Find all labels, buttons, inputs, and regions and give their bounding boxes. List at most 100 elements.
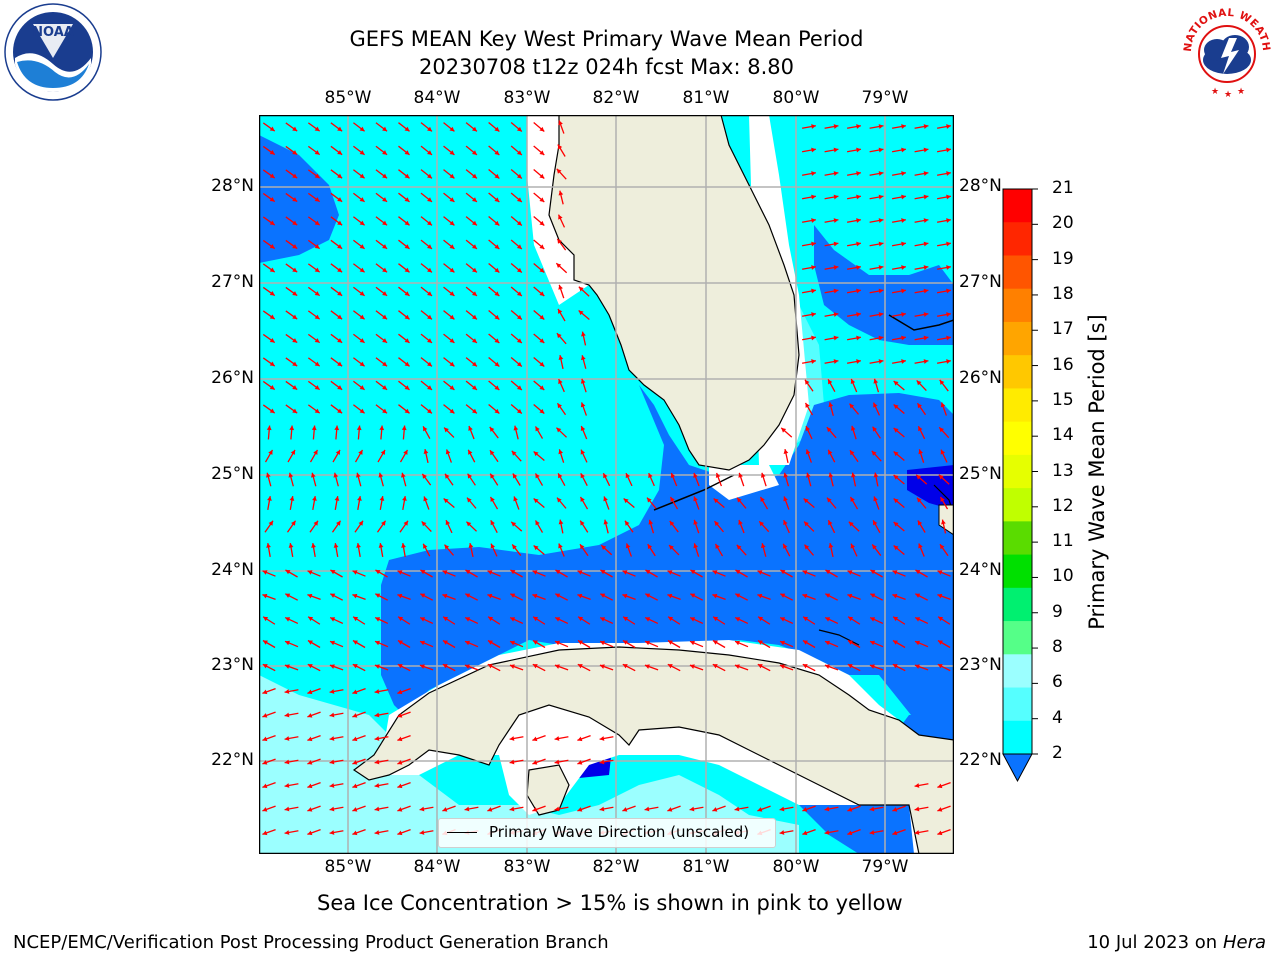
noaa-logo: NOAA <box>4 3 102 101</box>
colorbar-label: Primary Wave Mean Period [s] <box>1085 314 1109 630</box>
wave-arrow <box>375 192 388 203</box>
wave-arrow <box>262 711 276 718</box>
colorbar-cell <box>1003 687 1032 722</box>
wave-arrow <box>420 286 433 297</box>
wave-arrow <box>442 593 456 601</box>
colorbar-cell <box>1003 720 1032 755</box>
wave-arrow <box>329 736 344 741</box>
wave-arrow <box>509 593 524 601</box>
wave-arrow <box>734 593 749 601</box>
wave-arrow <box>442 805 456 812</box>
wave-arrow <box>893 404 905 414</box>
wave-arrow <box>509 640 524 648</box>
wave-arrow <box>398 333 410 344</box>
wave-arrow <box>914 194 929 200</box>
wave-arrow <box>846 359 862 364</box>
wave-arrow <box>936 335 952 341</box>
lat-label-right: 24°N <box>959 560 1002 580</box>
wave-arrow <box>556 497 567 509</box>
wave-arrow <box>936 218 952 223</box>
florida-keys <box>653 474 735 511</box>
wave-arrow <box>916 379 927 392</box>
wave-arrow <box>307 169 321 179</box>
wave-arrow <box>917 425 926 440</box>
wave-arrow <box>488 122 500 132</box>
wave-arrow <box>442 616 456 625</box>
svg-text:★: ★ <box>1224 90 1232 100</box>
wave-arrow <box>398 357 410 367</box>
wave-arrow <box>262 145 276 156</box>
wave-arrow <box>554 664 569 671</box>
wave-arrow <box>353 169 365 179</box>
wave-arrow <box>352 616 366 625</box>
wave-arrow <box>307 310 321 320</box>
wave-arrow <box>488 239 500 250</box>
wave-arrow <box>307 570 321 577</box>
lat-label-right: 28°N <box>959 176 1002 196</box>
wave-arrow <box>824 335 839 341</box>
colorbar-cell <box>1003 587 1032 622</box>
wave-arrow <box>262 216 276 226</box>
svg-text:★: ★ <box>1237 87 1245 97</box>
wave-arrow <box>533 121 545 133</box>
wave-arrow <box>420 357 433 367</box>
colorbar-cell <box>1003 189 1032 223</box>
footer-branch: NCEP/EMC/Verification Post Processing Pr… <box>13 932 609 953</box>
wave-arrow <box>488 333 500 344</box>
wave-arrow <box>398 310 410 320</box>
lon-label-top: 83°W <box>503 88 551 108</box>
wave-arrow <box>330 569 343 578</box>
wave-arrow <box>602 472 611 487</box>
wave-arrow <box>262 805 276 812</box>
wave-arrow <box>869 806 884 812</box>
wave-arrow <box>398 192 410 203</box>
wave-arrow <box>624 520 634 533</box>
wave-arrow <box>940 402 948 416</box>
wave-arrow <box>307 758 321 765</box>
wave-arrow <box>849 449 859 463</box>
wave-arrow <box>891 241 907 247</box>
wave-arrow <box>600 569 613 578</box>
wave-arrow <box>533 498 545 508</box>
wave-arrow <box>580 449 588 463</box>
colorbar-tick-label: 11 <box>1052 531 1074 552</box>
wave-arrow <box>873 472 879 487</box>
wave-arrow <box>423 496 430 510</box>
wave-arrow <box>353 380 365 391</box>
wave-arrow <box>869 147 884 153</box>
wave-arrow <box>533 309 545 321</box>
wave-arrow <box>533 403 545 415</box>
wave-arrow <box>397 687 411 695</box>
wave-arrow <box>465 521 478 532</box>
wave-arrow <box>333 472 339 487</box>
lon-label-bottom: 81°W <box>682 857 730 877</box>
wave-arrow <box>488 310 500 320</box>
wave-arrow <box>828 543 834 557</box>
wave-arrow <box>581 355 587 369</box>
wave-arrow <box>378 472 384 487</box>
wave-arrow <box>667 616 681 625</box>
wave-arrow <box>914 359 929 364</box>
wave-arrow <box>443 192 455 203</box>
lon-label-bottom: 84°W <box>413 857 461 877</box>
wave-arrow <box>757 593 771 601</box>
wave-arrow <box>779 640 794 648</box>
wave-arrow <box>285 169 298 179</box>
wave-arrow <box>489 496 499 510</box>
wave-arrow <box>914 593 929 601</box>
wave-arrow <box>914 288 929 294</box>
wave-arrow <box>398 145 410 156</box>
wave-arrow <box>374 689 389 694</box>
wave-arrow <box>914 783 929 788</box>
wave-arrow <box>330 145 343 156</box>
lon-label-top: 79°W <box>861 88 909 108</box>
wave-arrow <box>914 241 929 247</box>
wave-arrow <box>893 545 905 555</box>
wave-arrow <box>419 593 434 601</box>
wave-arrow <box>580 378 587 393</box>
wave-arrow <box>353 404 365 414</box>
wave-arrow <box>937 828 951 836</box>
wave-arrow <box>847 639 861 649</box>
wave-arrow <box>533 192 545 203</box>
wave-arrow <box>397 616 411 625</box>
